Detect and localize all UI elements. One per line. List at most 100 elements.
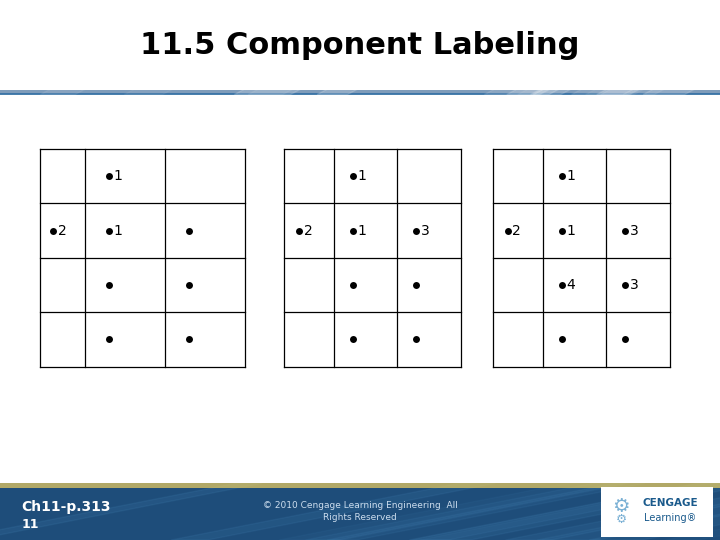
Text: 2: 2 <box>58 224 67 238</box>
Bar <box>0 93 720 94</box>
Bar <box>0 93 720 94</box>
Text: Ch11-p.313: Ch11-p.313 <box>22 500 111 514</box>
Bar <box>0 93 720 94</box>
Bar <box>0 93 720 94</box>
Bar <box>0 93 720 94</box>
Bar <box>0 93 720 94</box>
Bar <box>0 93 720 94</box>
Bar <box>0 93 720 94</box>
Bar <box>0 93 720 94</box>
Bar <box>0 93 720 94</box>
Text: CENGAGE: CENGAGE <box>642 498 698 508</box>
Polygon shape <box>327 483 645 540</box>
Bar <box>0 93 720 94</box>
Text: 4: 4 <box>566 278 575 292</box>
Polygon shape <box>505 483 720 540</box>
Bar <box>0 93 720 94</box>
Bar <box>0 93 720 94</box>
Polygon shape <box>317 0 528 94</box>
Polygon shape <box>507 0 720 94</box>
Polygon shape <box>0 483 262 540</box>
Bar <box>0 93 720 94</box>
Bar <box>0 93 720 94</box>
Text: ⚙: ⚙ <box>616 513 627 526</box>
Bar <box>0 93 720 94</box>
Polygon shape <box>533 0 720 94</box>
Bar <box>0 93 720 94</box>
Polygon shape <box>643 0 720 94</box>
Bar <box>0 93 720 94</box>
Bar <box>0 93 720 94</box>
Polygon shape <box>589 483 720 540</box>
Bar <box>0 93 720 94</box>
Text: 11: 11 <box>22 518 39 531</box>
Bar <box>0 93 720 94</box>
Text: 3: 3 <box>629 278 639 292</box>
Bar <box>0 93 720 94</box>
Text: 2: 2 <box>304 224 312 238</box>
Polygon shape <box>0 0 167 94</box>
Bar <box>0 93 720 94</box>
Text: 1: 1 <box>566 224 575 238</box>
Bar <box>0 93 720 94</box>
Bar <box>0 93 720 94</box>
Bar <box>0 93 720 94</box>
Bar <box>0 93 720 94</box>
Bar <box>0 93 720 94</box>
Text: 3: 3 <box>629 224 639 238</box>
Text: 1: 1 <box>357 169 366 183</box>
Bar <box>0 93 720 94</box>
Bar <box>0 93 720 94</box>
Bar <box>0 93 720 94</box>
Polygon shape <box>40 0 255 94</box>
Bar <box>0 93 720 94</box>
Bar <box>0 93 720 94</box>
Polygon shape <box>0 0 163 94</box>
Bar <box>0 93 720 94</box>
Text: Learning®: Learning® <box>644 513 696 523</box>
Bar <box>0 93 720 94</box>
Bar <box>0 93 720 94</box>
Polygon shape <box>572 0 720 94</box>
Bar <box>0 93 720 94</box>
Bar <box>0 93 720 94</box>
Text: 2: 2 <box>513 224 521 238</box>
Polygon shape <box>597 0 720 94</box>
Bar <box>0 93 720 94</box>
Bar <box>0 93 720 94</box>
Polygon shape <box>531 0 720 94</box>
Bar <box>0 93 720 94</box>
Bar <box>0 93 720 94</box>
Polygon shape <box>279 483 630 540</box>
Text: ⚙: ⚙ <box>613 497 630 516</box>
Text: 1: 1 <box>114 169 122 183</box>
Polygon shape <box>125 0 343 94</box>
Bar <box>0 93 720 94</box>
Bar <box>0 93 720 94</box>
Bar <box>0 93 720 94</box>
Bar <box>0 93 720 94</box>
Polygon shape <box>600 0 720 94</box>
Polygon shape <box>537 483 720 540</box>
Bar <box>0 93 720 94</box>
Bar <box>0 93 720 94</box>
Bar <box>0 93 720 94</box>
Polygon shape <box>518 0 718 94</box>
Bar <box>0 93 720 94</box>
Bar <box>0 93 720 94</box>
Bar <box>0 93 720 94</box>
Bar <box>0 93 720 94</box>
Polygon shape <box>234 0 471 94</box>
Bar <box>0 93 720 94</box>
Polygon shape <box>419 483 720 540</box>
Polygon shape <box>624 0 720 94</box>
Text: 1: 1 <box>566 169 575 183</box>
Polygon shape <box>248 0 463 94</box>
Bar <box>0 93 720 94</box>
Bar <box>0 93 720 94</box>
Bar <box>0 93 720 94</box>
Bar <box>0 93 720 94</box>
Bar <box>0 93 720 94</box>
Bar <box>0 90 720 94</box>
Bar <box>0 93 720 94</box>
